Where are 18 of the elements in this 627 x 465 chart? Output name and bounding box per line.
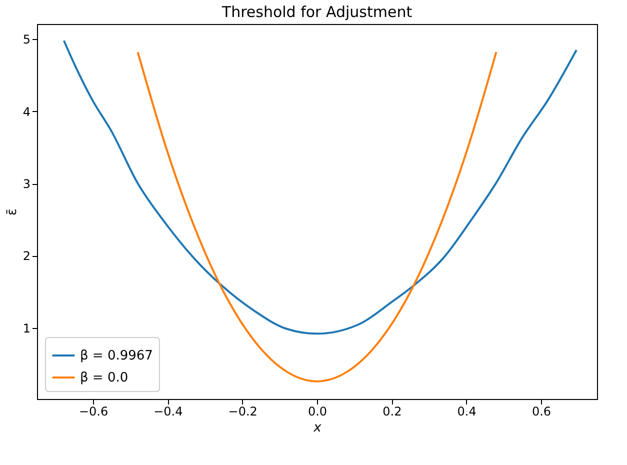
legend-label: β = 0.0 — [80, 370, 128, 386]
y-axis-title: ε̄ — [4, 208, 20, 216]
y-tick-label: 5 — [22, 32, 30, 47]
x-tick-label: 0.2 — [382, 404, 402, 418]
y-tick-label: 2 — [22, 249, 30, 264]
x-tick-label: −0.4 — [154, 404, 183, 418]
x-axis-title: x — [312, 420, 322, 436]
chart-title: Threshold for Adjustment — [220, 3, 412, 21]
x-tick-label: −0.2 — [228, 404, 258, 418]
x-tick-label: −0.6 — [78, 404, 108, 418]
y-tick-label: 1 — [22, 321, 30, 336]
x-tick-label: 0.6 — [532, 404, 552, 418]
y-tick-label: 3 — [22, 177, 30, 192]
legend-label: β = 0.9967 — [80, 348, 153, 364]
x-tick-label: 0.0 — [308, 404, 328, 418]
x-tick-label: 0.4 — [457, 404, 476, 418]
line-series — [62, 40, 578, 335]
y-tick-label: 4 — [22, 104, 30, 119]
